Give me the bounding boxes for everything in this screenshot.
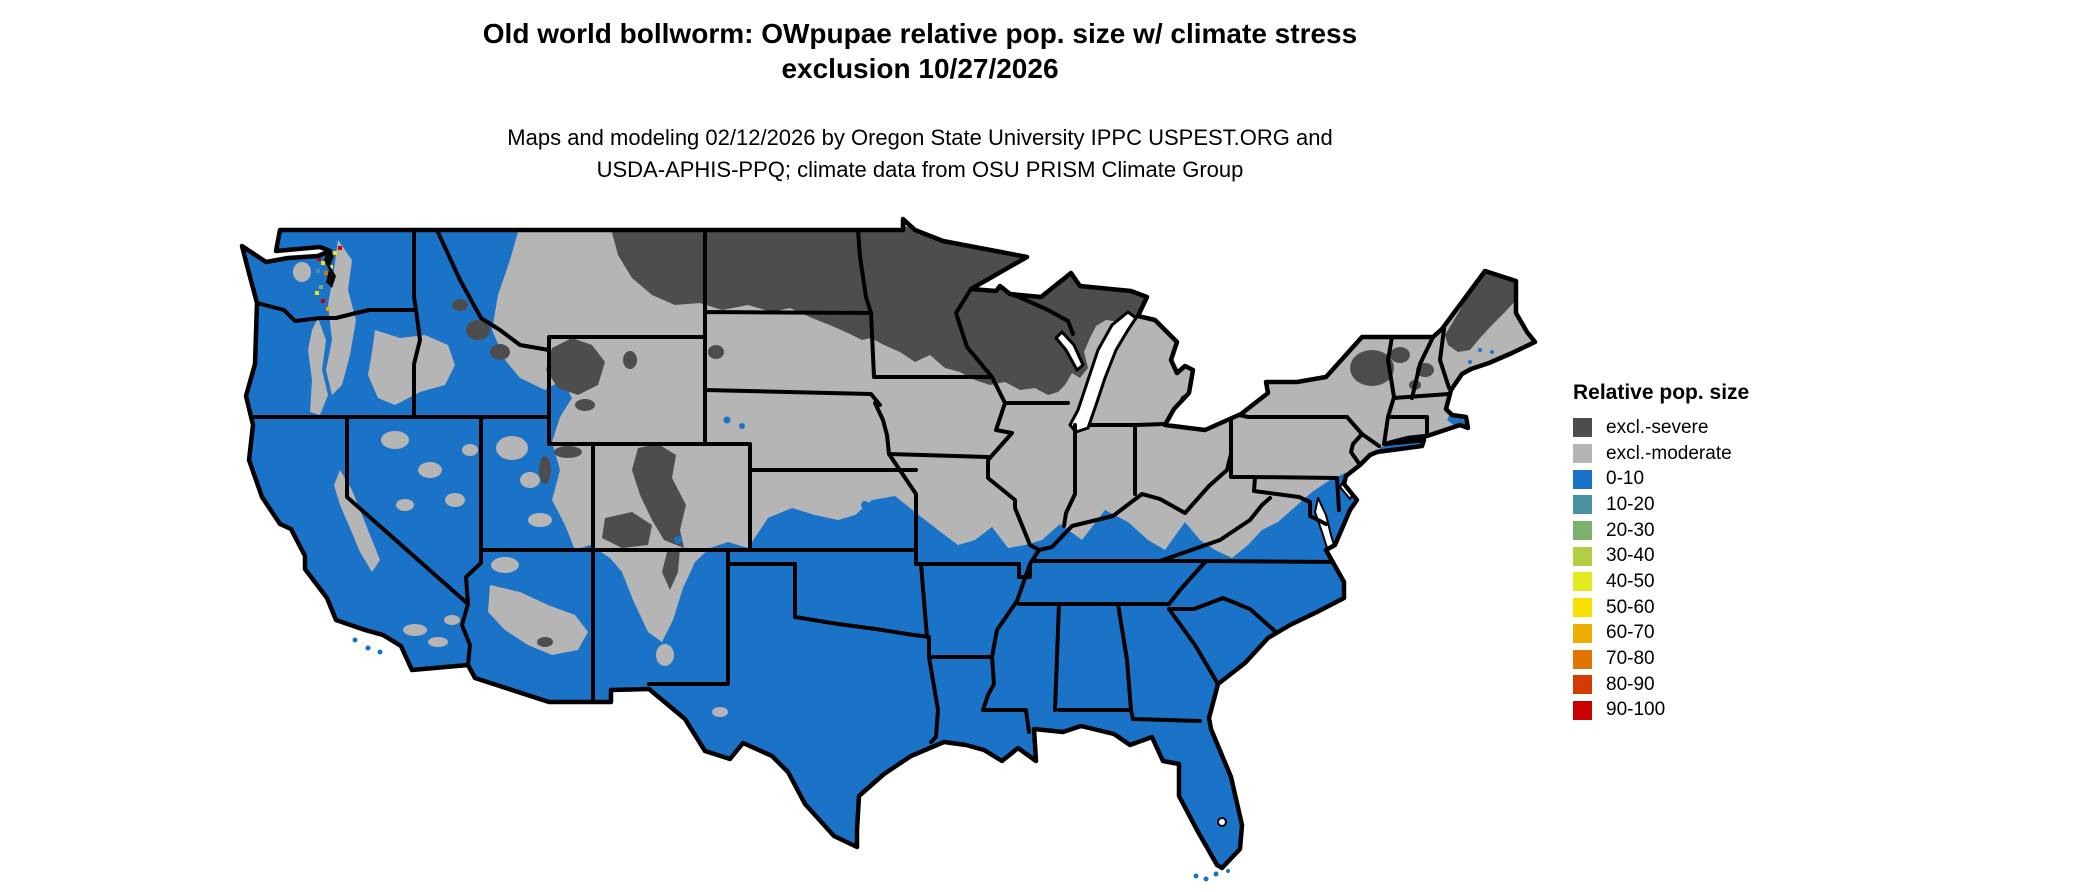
- legend-item: 50-60: [1573, 595, 1813, 621]
- legend-item-label: excl.-severe: [1606, 416, 1709, 438]
- chart-subtitle-line2: USDA-APHIS-PPQ; climate data from OSU PR…: [596, 157, 1244, 182]
- legend-item-label: 80-90: [1606, 673, 1655, 695]
- legend-item-label: 90-100: [1606, 699, 1666, 721]
- puget-sound: [324, 248, 336, 288]
- legend-color-swatch: [1573, 469, 1592, 489]
- legend-color-swatch: [1573, 700, 1592, 720]
- legend-color-swatch: [1573, 598, 1592, 618]
- lake-okeechobee: [1217, 817, 1227, 827]
- legend-item: excl.-severe: [1573, 415, 1813, 441]
- us-outline: [239, 216, 1538, 871]
- legend-item: 90-100: [1573, 698, 1813, 724]
- legend-color-swatch: [1573, 418, 1592, 438]
- legend-color-swatch: [1573, 675, 1592, 695]
- legend-item-label: 20-30: [1606, 519, 1655, 541]
- legend-item-label: 10-20: [1606, 493, 1655, 515]
- legend-item: 30-40: [1573, 543, 1813, 569]
- lake-michigan: [1068, 310, 1138, 434]
- green-bay: [1054, 330, 1085, 372]
- legend-color-swatch: [1573, 623, 1592, 643]
- legend-color-swatch: [1573, 521, 1592, 541]
- chart-title-line1: Old world bollworm: OWpupae relative pop…: [482, 18, 1358, 49]
- legend-item-label: excl.-moderate: [1606, 442, 1732, 464]
- legend-color-swatch: [1573, 495, 1592, 515]
- chart-subtitle: Maps and modeling 02/12/2026 by Oregon S…: [170, 122, 1670, 186]
- legend-item: 80-90: [1573, 672, 1813, 698]
- chart-subtitle-line1: Maps and modeling 02/12/2026 by Oregon S…: [507, 125, 1333, 150]
- chart-title: Old world bollworm: OWpupae relative pop…: [170, 16, 1670, 86]
- chart-title-line2: exclusion 10/27/2026: [781, 53, 1059, 84]
- legend-item: 0-10: [1573, 466, 1813, 492]
- legend-item: 20-30: [1573, 518, 1813, 544]
- legend-item: excl.-moderate: [1573, 441, 1813, 467]
- legend-item: 60-70: [1573, 621, 1813, 647]
- legend-item: 40-50: [1573, 569, 1813, 595]
- offshore-islands: [352, 637, 1230, 882]
- legend-item: 10-20: [1573, 492, 1813, 518]
- legend-item-label: 30-40: [1606, 545, 1655, 567]
- legend-color-swatch: [1573, 649, 1592, 669]
- legend-title: Relative pop. size: [1573, 381, 1750, 404]
- legend-item-label: 70-80: [1606, 648, 1655, 670]
- legend-item-label: 60-70: [1606, 622, 1655, 644]
- legend-color-swatch: [1573, 572, 1592, 592]
- legend-item: 70-80: [1573, 646, 1813, 672]
- map-legend: Relative pop. size excl.-severe excl.-mo…: [1573, 381, 1813, 723]
- legend-color-swatch: [1573, 444, 1592, 464]
- legend-item-label: 40-50: [1606, 570, 1655, 592]
- map-fill-layers: [242, 219, 1535, 868]
- state-borders: [244, 228, 1451, 744]
- legend-item-label: 50-60: [1606, 596, 1655, 618]
- legend-color-swatch: [1573, 546, 1592, 566]
- legend-item-label: 0-10: [1606, 468, 1645, 490]
- legend-items: excl.-severe excl.-moderate 0-10 10-20 2…: [1573, 415, 1813, 723]
